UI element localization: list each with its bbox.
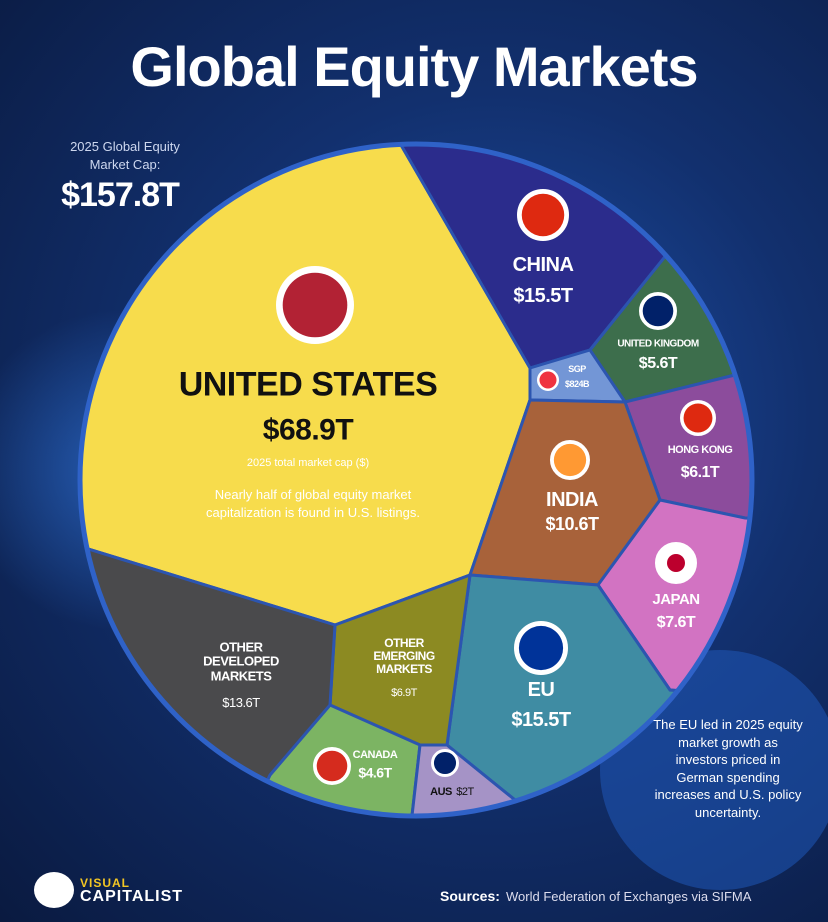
logo-mark bbox=[34, 872, 74, 908]
flag-center bbox=[518, 625, 564, 671]
cell-value: $4.6T bbox=[358, 764, 392, 781]
cell-value: $6.1T bbox=[680, 464, 720, 482]
circle-outline bbox=[77, 141, 755, 819]
cell-name: CANADA bbox=[352, 748, 398, 761]
cell-value: $10.6T bbox=[545, 514, 599, 535]
cell-name: OTHER DEVELOPED MARKETS bbox=[203, 639, 279, 684]
cell-name: SGP bbox=[568, 364, 586, 375]
cell bbox=[398, 743, 517, 816]
cell-name: INDIA bbox=[546, 489, 598, 511]
cell-value: $15.5T bbox=[511, 709, 571, 731]
flag-center bbox=[521, 193, 565, 237]
sources-label: Sources: bbox=[440, 888, 500, 904]
cell-value: $6.9T bbox=[391, 686, 417, 699]
cell-value: $824B bbox=[564, 379, 590, 390]
cell-name: HONG KONG bbox=[667, 443, 733, 456]
eu-note: The EU led in 2025 equity market growth … bbox=[653, 717, 803, 820]
cell-value: $7.6T bbox=[656, 614, 696, 632]
title: Global Equity Markets bbox=[130, 35, 698, 98]
cell-name: JAPAN bbox=[652, 590, 700, 608]
cell-value: $2T bbox=[456, 785, 474, 798]
cell-name: UNITED KINGDOM bbox=[617, 338, 699, 350]
total-caption: 2025 Global Equity Market Cap: bbox=[70, 139, 180, 172]
flag-center bbox=[553, 443, 587, 477]
cell-value: $15.5T bbox=[513, 285, 573, 307]
cell-value: $5.6T bbox=[638, 355, 678, 373]
logo-line1: VISUAL bbox=[80, 876, 131, 890]
cell-name: CHINA bbox=[512, 254, 574, 276]
flag-center bbox=[539, 371, 557, 389]
us-caption: 2025 total market cap ($) bbox=[246, 457, 370, 469]
flag-center bbox=[316, 750, 348, 782]
flags bbox=[276, 189, 716, 785]
cell-name: EU bbox=[527, 679, 555, 701]
flag-center bbox=[667, 554, 685, 572]
total: $157.8T bbox=[61, 176, 180, 214]
cell-name: UNITED STATES bbox=[178, 365, 438, 404]
cell-value: $68.9T bbox=[262, 413, 354, 447]
sources: World Federation of Exchanges via SIFMA bbox=[506, 889, 752, 904]
cell-name: AUS bbox=[430, 785, 452, 798]
flag-center bbox=[282, 272, 348, 338]
us-note: Nearly half of global equity market capi… bbox=[206, 487, 420, 520]
flag-center bbox=[433, 751, 457, 775]
flag-center bbox=[642, 295, 674, 327]
flag-center bbox=[683, 403, 713, 433]
logo-line2: CAPITALIST bbox=[80, 888, 184, 905]
cell-value: $13.6T bbox=[222, 694, 260, 710]
cell-name: OTHER EMERGING MARKETS bbox=[373, 636, 435, 677]
